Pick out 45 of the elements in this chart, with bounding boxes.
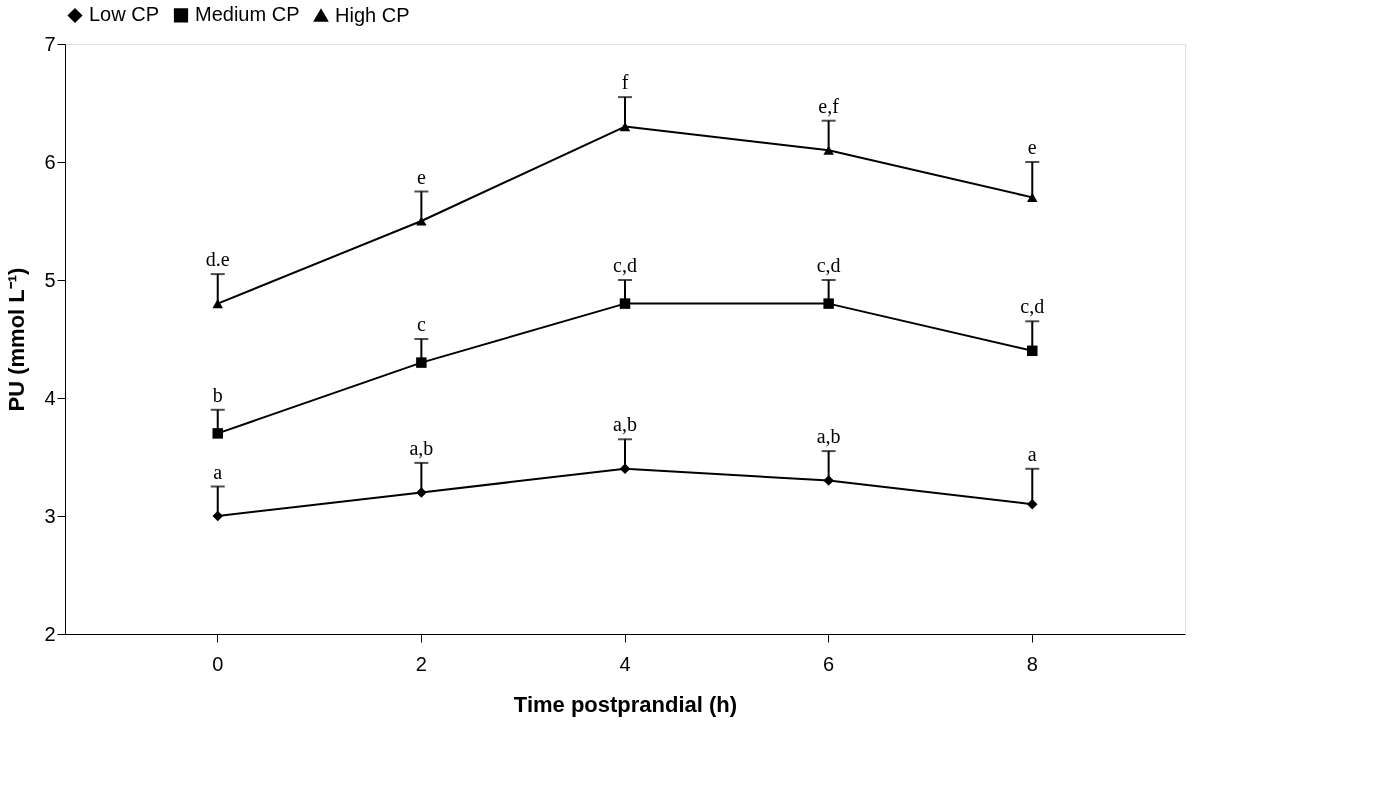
x-axis-title: Time postprandial (h) <box>513 691 738 717</box>
legend-label: Low CP <box>89 3 160 26</box>
annotation: f <box>621 71 629 94</box>
annotation: c,d <box>1020 295 1045 318</box>
annotation: a <box>1027 442 1037 465</box>
y-tick-label: 3 <box>44 504 56 527</box>
x-tick-label: 8 <box>1026 652 1038 675</box>
annotation: d.e <box>205 248 230 271</box>
point <box>619 298 631 309</box>
point <box>212 299 223 309</box>
point <box>823 145 834 155</box>
annotation: a,b <box>409 436 434 459</box>
point <box>212 428 223 439</box>
annotation: c <box>416 313 426 335</box>
annotation: e <box>1027 136 1037 158</box>
annotation: b <box>212 383 223 406</box>
y-tick-label: 6 <box>44 150 56 173</box>
y-axis-title: PU (mmol L⁻¹) <box>4 267 30 412</box>
annotation: e,f <box>818 94 840 117</box>
point <box>416 357 427 368</box>
legend-label: High CP <box>335 3 410 26</box>
x-tick-label: 6 <box>823 652 835 675</box>
point <box>416 216 427 226</box>
annotation: a,b <box>613 413 637 436</box>
x-tick-label: 2 <box>415 652 427 675</box>
y-tick-label: 5 <box>44 268 56 291</box>
annotation: a,b <box>816 425 841 448</box>
point <box>1027 192 1038 202</box>
point <box>416 487 427 498</box>
point <box>1027 498 1038 510</box>
annotation: c,d <box>613 254 637 276</box>
point <box>823 475 834 486</box>
point <box>823 298 834 309</box>
y-tick-label: 2 <box>44 622 56 645</box>
point <box>619 463 631 475</box>
y-tick-label: 7 <box>44 32 56 55</box>
point <box>212 510 223 522</box>
annotation: e <box>416 165 426 188</box>
point <box>1027 345 1038 357</box>
x-tick-label: 0 <box>212 652 224 675</box>
y-tick-label: 4 <box>44 386 56 409</box>
x-tick-label: 4 <box>619 652 631 675</box>
annotation: a <box>213 460 223 483</box>
legend-label: Medium CP <box>195 3 300 26</box>
annotation: c,d <box>816 254 841 276</box>
